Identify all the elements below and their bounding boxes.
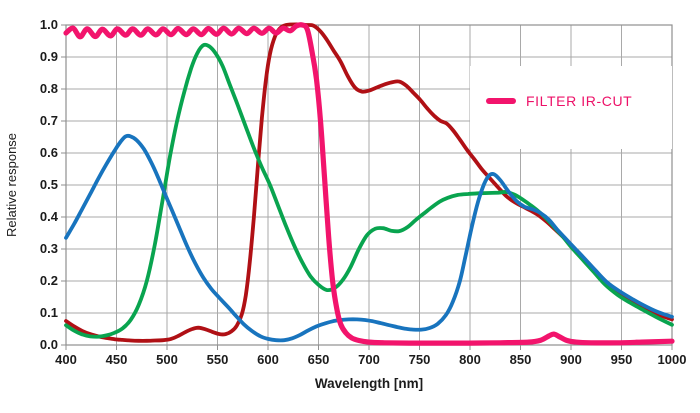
x-tick-label: 600: [257, 352, 279, 367]
y-tick-label: 0.3: [39, 241, 58, 256]
x-tick-label: 900: [560, 352, 582, 367]
x-tick-label: 750: [408, 352, 431, 367]
y-tick-label: 0.0: [39, 337, 58, 352]
y-tick-label: 0.8: [39, 81, 58, 96]
x-tick-label: 1000: [657, 352, 687, 367]
plot-border: [65, 24, 673, 346]
y-tick-label: 0.7: [39, 113, 58, 128]
x-tick-label: 700: [358, 352, 380, 367]
x-tick-label: 950: [610, 352, 633, 367]
legend: FILTER IR-CUT: [470, 66, 672, 149]
y-tick-label: 1.0: [39, 17, 58, 32]
x-tick-label: 800: [459, 352, 481, 367]
curve-blue-channel-response: [64, 133, 674, 343]
x-axis-title: Wavelength [nm]: [314, 376, 424, 391]
y-tick-label: 0.4: [39, 209, 58, 224]
x-tick-label: 400: [55, 352, 77, 367]
x-tick-label: 450: [105, 352, 128, 367]
y-tick-label: 0.2: [39, 273, 58, 288]
legend-entry-ir-cut: FILTER IR-CUT: [486, 93, 632, 109]
y-tick-label: 0.5: [39, 177, 58, 192]
x-tick-label: 500: [156, 352, 178, 367]
y-tick-label: 0.9: [39, 49, 58, 64]
y-tick-label: 0.6: [39, 145, 58, 160]
legend-line-swatch-icon: [486, 97, 516, 104]
x-tick-label: 550: [206, 352, 229, 367]
x-tick-label: 650: [307, 352, 330, 367]
x-tick-label: 850: [509, 352, 532, 367]
legend-label: FILTER IR-CUT: [526, 92, 633, 109]
curve-ir-cut-filter: [63, 22, 675, 346]
y-tick-label: 0.1: [39, 305, 58, 320]
